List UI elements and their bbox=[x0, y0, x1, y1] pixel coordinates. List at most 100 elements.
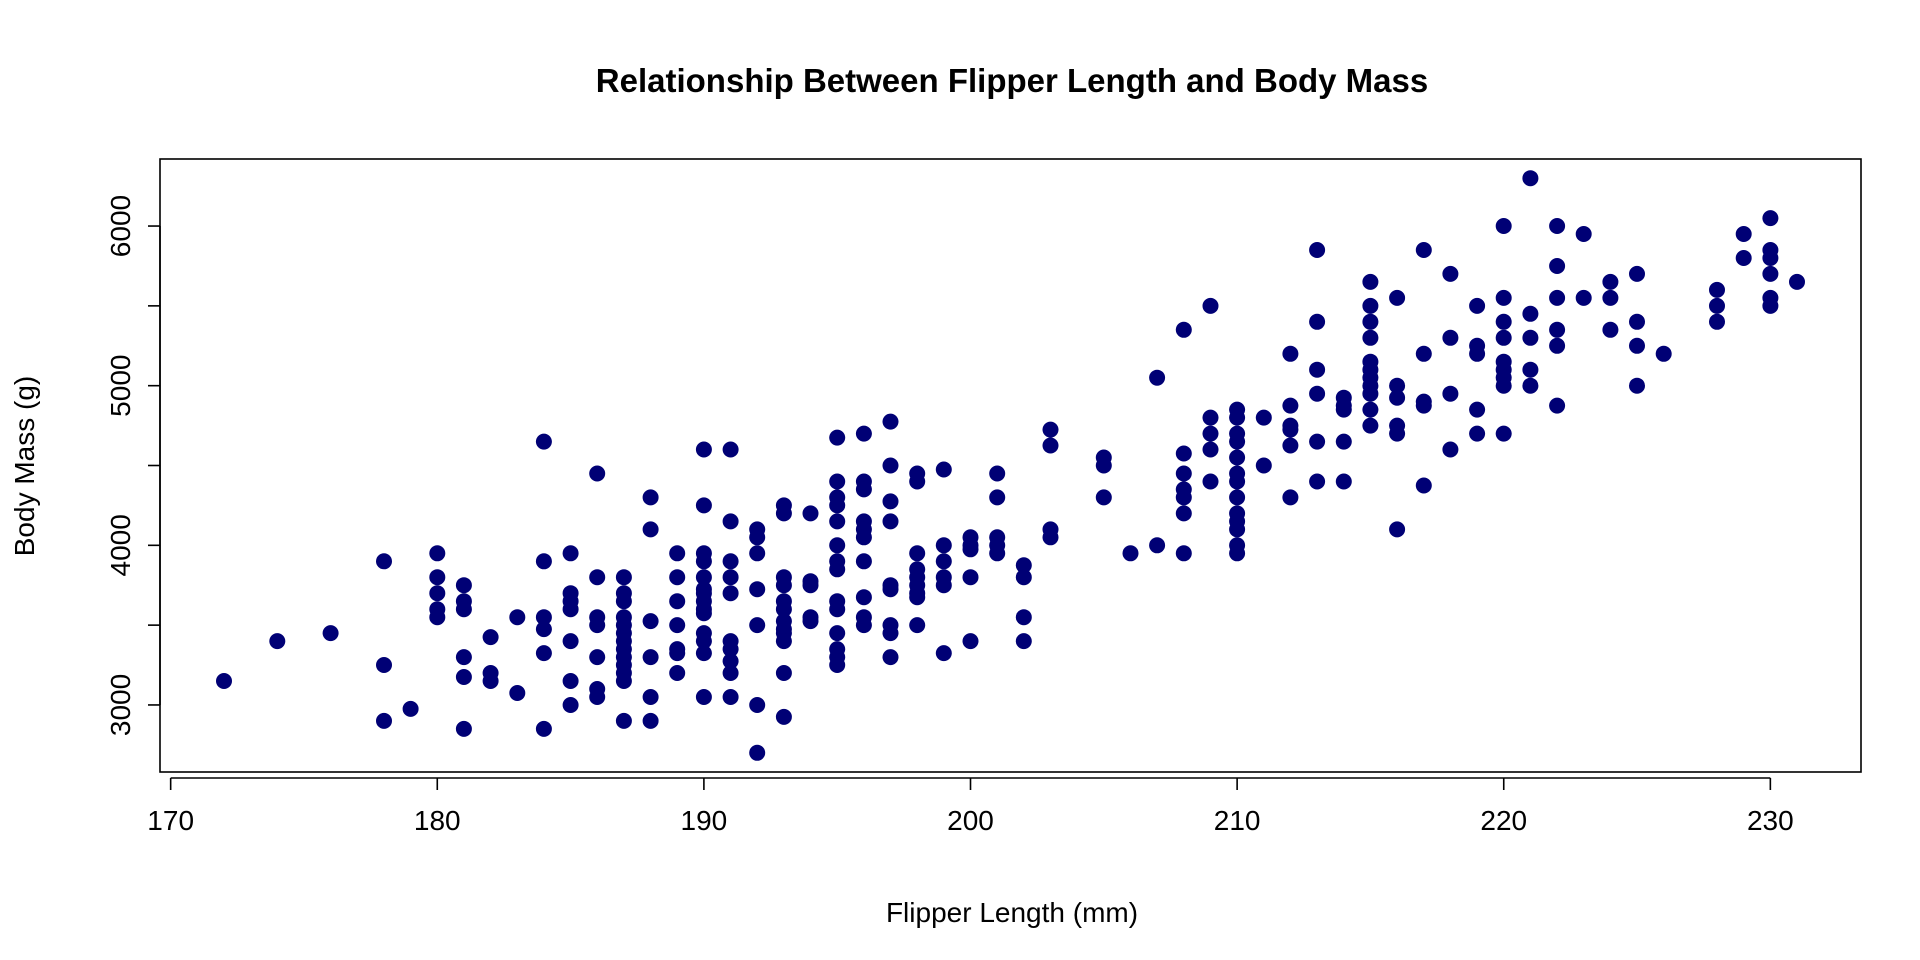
data-point bbox=[642, 649, 659, 666]
data-point bbox=[1522, 329, 1539, 346]
data-point bbox=[1309, 473, 1326, 490]
data-point bbox=[855, 529, 872, 546]
data-point bbox=[1042, 437, 1059, 454]
x-tick-label: 220 bbox=[1480, 805, 1527, 836]
data-point bbox=[882, 413, 899, 430]
data-point bbox=[1415, 397, 1432, 414]
data-point bbox=[1255, 457, 1272, 474]
data-point bbox=[989, 465, 1006, 482]
data-point bbox=[482, 629, 499, 646]
data-point bbox=[1522, 377, 1539, 394]
x-tick-label: 180 bbox=[414, 805, 461, 836]
data-point bbox=[1389, 521, 1406, 538]
data-point bbox=[829, 657, 846, 673]
data-point bbox=[722, 513, 739, 530]
data-point bbox=[1282, 421, 1299, 438]
data-point bbox=[642, 689, 659, 705]
data-point bbox=[1309, 433, 1326, 450]
data-point bbox=[1335, 433, 1352, 450]
data-point bbox=[562, 601, 579, 618]
data-point bbox=[829, 497, 846, 514]
data-point bbox=[722, 689, 739, 705]
data-point bbox=[1362, 417, 1379, 434]
data-point bbox=[1229, 473, 1246, 490]
data-point bbox=[1415, 477, 1432, 494]
x-tick-label: 210 bbox=[1214, 805, 1261, 836]
data-point bbox=[695, 441, 712, 458]
data-point bbox=[882, 649, 899, 666]
data-point bbox=[1709, 281, 1725, 298]
data-point bbox=[1202, 425, 1219, 442]
data-point bbox=[1282, 345, 1299, 362]
data-point bbox=[829, 561, 846, 578]
data-point bbox=[642, 613, 659, 630]
data-point bbox=[1415, 345, 1432, 362]
data-point bbox=[935, 537, 952, 554]
data-point bbox=[1229, 409, 1246, 426]
data-point bbox=[1362, 329, 1379, 346]
data-point bbox=[882, 581, 899, 598]
data-point bbox=[1469, 345, 1486, 362]
data-point bbox=[1549, 218, 1566, 234]
data-point bbox=[429, 569, 446, 586]
data-point bbox=[1282, 397, 1299, 414]
data-point bbox=[535, 609, 552, 626]
data-point bbox=[1549, 321, 1566, 338]
data-point bbox=[882, 457, 899, 474]
data-point bbox=[802, 577, 819, 594]
data-point bbox=[1202, 441, 1219, 458]
data-point bbox=[589, 465, 606, 482]
data-point bbox=[1762, 297, 1779, 314]
data-point bbox=[1389, 289, 1406, 306]
data-point bbox=[642, 489, 659, 506]
data-point bbox=[1522, 170, 1539, 187]
data-point bbox=[1602, 289, 1619, 306]
data-point bbox=[722, 665, 739, 681]
data-point bbox=[669, 645, 686, 662]
data-points bbox=[216, 170, 1805, 761]
data-point bbox=[1575, 226, 1592, 242]
data-point bbox=[1149, 369, 1166, 386]
data-point bbox=[775, 633, 792, 650]
data-point bbox=[935, 461, 952, 478]
data-point bbox=[1442, 441, 1459, 458]
data-point bbox=[1389, 377, 1406, 394]
data-point bbox=[722, 553, 739, 570]
data-point bbox=[589, 689, 606, 705]
data-point bbox=[749, 617, 766, 634]
data-point bbox=[749, 545, 766, 562]
data-point bbox=[482, 673, 499, 689]
data-point bbox=[1602, 321, 1619, 338]
data-point bbox=[882, 493, 899, 510]
data-point bbox=[455, 577, 472, 594]
data-point bbox=[429, 545, 446, 562]
x-axis-label: Flipper Length (mm) bbox=[886, 897, 1138, 928]
data-point bbox=[1709, 313, 1725, 330]
data-point bbox=[775, 665, 792, 681]
data-point bbox=[749, 581, 766, 598]
data-point bbox=[855, 589, 872, 606]
data-point bbox=[695, 645, 712, 662]
data-point bbox=[642, 521, 659, 538]
data-point bbox=[535, 433, 552, 450]
y-tick-label: 3000 bbox=[105, 674, 136, 736]
data-point bbox=[962, 569, 979, 586]
data-point bbox=[1549, 337, 1566, 354]
data-point bbox=[722, 641, 739, 658]
data-point bbox=[1015, 557, 1032, 574]
data-point bbox=[1335, 473, 1352, 490]
data-point bbox=[535, 645, 552, 662]
data-point bbox=[589, 617, 606, 634]
y-tick-label: 4000 bbox=[105, 514, 136, 576]
data-point bbox=[455, 669, 472, 685]
data-point bbox=[1495, 289, 1512, 306]
data-point bbox=[749, 744, 766, 761]
data-point bbox=[802, 613, 819, 630]
data-point bbox=[1522, 361, 1539, 378]
y-tick-label: 6000 bbox=[105, 195, 136, 257]
data-point bbox=[376, 657, 392, 673]
data-point bbox=[1309, 361, 1326, 378]
data-point bbox=[1175, 445, 1192, 462]
data-point bbox=[722, 585, 739, 602]
data-point bbox=[1095, 489, 1112, 506]
